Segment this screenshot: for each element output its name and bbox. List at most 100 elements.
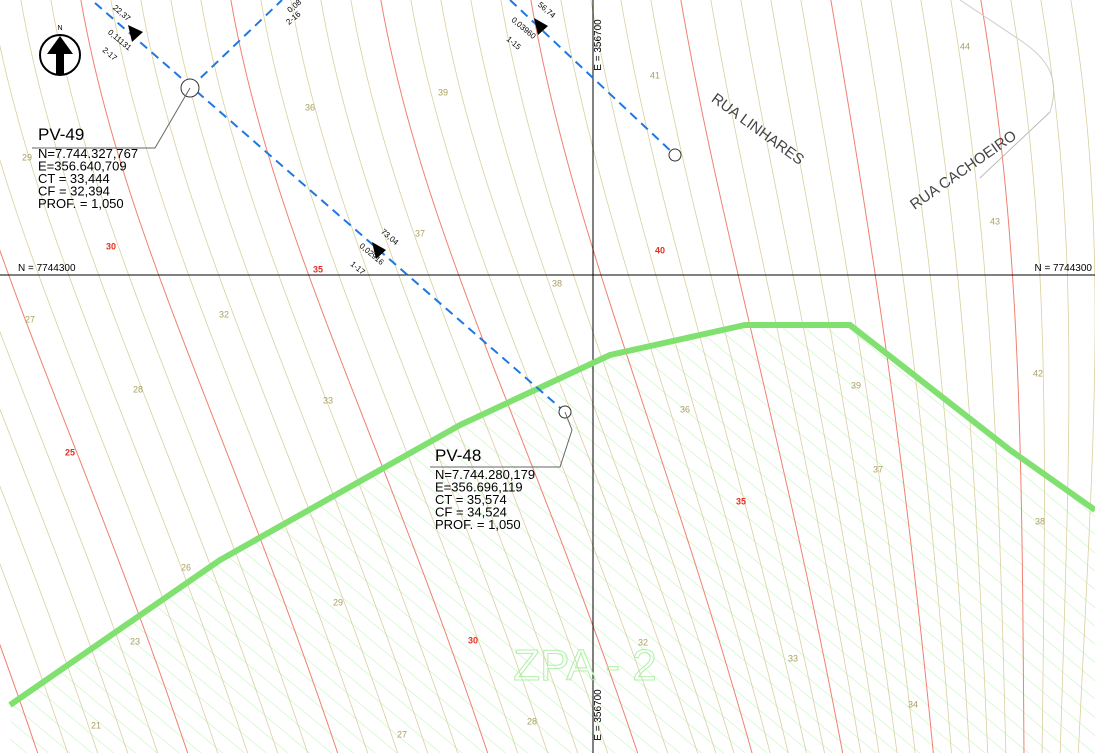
pipe-segment: 2-16 — [284, 9, 302, 27]
index-contour — [80, 0, 339, 753]
contour — [920, 0, 989, 753]
grid-label: E = 356700 — [593, 689, 604, 741]
contour — [740, 0, 880, 753]
contour-label: 37 — [415, 228, 425, 238]
contour-label: 23 — [130, 636, 140, 646]
contour — [1040, 0, 1070, 753]
index-contour — [980, 0, 1025, 753]
contour — [0, 330, 159, 753]
zone-boundary — [8, 322, 1095, 708]
contour — [410, 0, 669, 753]
flow-arrow — [534, 18, 548, 35]
contour-label: 28 — [527, 716, 537, 726]
contour-label: 41 — [650, 70, 660, 80]
contour-label: 37 — [873, 464, 883, 474]
pipe — [189, 0, 283, 89]
contour-label: 36 — [680, 404, 690, 414]
contour-label: 29 — [22, 152, 32, 162]
pipe — [94, 2, 566, 413]
contour — [200, 0, 459, 753]
manhole — [668, 148, 682, 162]
contour — [0, 563, 69, 753]
contour — [0, 159, 219, 753]
manhole-attr: CF = 34,524 — [435, 505, 507, 520]
contour — [50, 0, 309, 753]
contour — [650, 0, 825, 753]
pipe-slope: 0,02916 — [358, 241, 386, 267]
contour-label: 26 — [181, 562, 191, 572]
contour-label: 33 — [323, 395, 333, 405]
manhole-symbols — [32, 78, 682, 468]
north-arrow: N — [39, 25, 81, 76]
index-contour — [0, 249, 189, 753]
manhole-attr: CT = 35,574 — [435, 492, 507, 507]
manhole-attr: E=356.640,709 — [38, 159, 127, 174]
index-contour — [230, 0, 489, 753]
contour-label: 25 — [65, 447, 75, 457]
contour — [110, 0, 369, 753]
contour-label: 38 — [552, 278, 562, 288]
contour — [290, 0, 549, 753]
contour-label: 30 — [106, 241, 116, 251]
contour-label: 35 — [313, 264, 323, 274]
contour-label: 35 — [736, 496, 746, 506]
contour — [140, 0, 399, 753]
grid-label: N = 7744300 — [18, 263, 76, 274]
north-label: N — [57, 25, 62, 32]
index-contour — [530, 0, 753, 753]
manhole-attr: N=7.744.327,767 — [38, 146, 138, 161]
pipe-segment: 2-17 — [101, 45, 119, 63]
leader — [32, 87, 191, 149]
zone-label: ZPA - 2 — [513, 641, 656, 690]
street-name: RUA LINHARES — [708, 90, 807, 168]
index-contour — [0, 643, 39, 753]
contour — [350, 0, 609, 753]
contour-label: 32 — [219, 309, 229, 319]
contour — [620, 0, 807, 753]
contour-label: 28 — [133, 384, 143, 394]
contour-label: 27 — [397, 729, 407, 739]
contour-label: 29 — [333, 597, 343, 607]
manhole-attr: PROF. = 1,050 — [38, 196, 124, 211]
street-edge — [959, 0, 1055, 113]
contour — [1070, 0, 1095, 753]
contour-label: 21 — [91, 720, 101, 730]
contour — [950, 0, 1007, 753]
contour — [500, 0, 735, 753]
contour — [1010, 0, 1045, 753]
index-contour — [830, 0, 934, 753]
pipe-segment: 1-15 — [505, 34, 523, 52]
manhole-attr: CF = 32,394 — [38, 184, 110, 199]
contour-label: 38 — [1035, 516, 1045, 526]
manhole-id: PV-49 — [38, 125, 84, 144]
leader — [430, 411, 573, 468]
manhole-attr: CT = 33,444 — [38, 171, 110, 186]
contour-label: 30 — [468, 635, 478, 645]
contour — [320, 0, 579, 753]
contour — [260, 0, 519, 753]
contour-label: 43 — [990, 216, 1000, 226]
contour-label: 36 — [305, 102, 315, 112]
contour — [440, 0, 699, 753]
north-arrowhead — [47, 36, 73, 74]
manhole-id: PV-48 — [435, 446, 481, 465]
flow-arrow — [372, 242, 386, 259]
manhole-attr: N=7.744.280,179 — [435, 467, 535, 482]
grid-label: E = 356700 — [593, 19, 604, 71]
contour-label: 39 — [851, 380, 861, 390]
pipe-length: 56,74 — [536, 0, 558, 20]
contour — [890, 0, 970, 753]
contour — [560, 0, 771, 753]
manhole-attr: PROF. = 1,050 — [435, 517, 521, 532]
contour — [860, 0, 952, 753]
flow-arrow — [128, 25, 143, 42]
street-edge — [979, 111, 1051, 179]
contour-label: 33 — [788, 653, 798, 663]
pipe-length: 73,04 — [379, 227, 401, 247]
contour — [770, 0, 898, 753]
contour — [710, 0, 862, 753]
pipes — [94, 0, 676, 413]
contour-label: 39 — [438, 87, 448, 97]
manhole-attr: E=356.696,119 — [435, 480, 523, 495]
